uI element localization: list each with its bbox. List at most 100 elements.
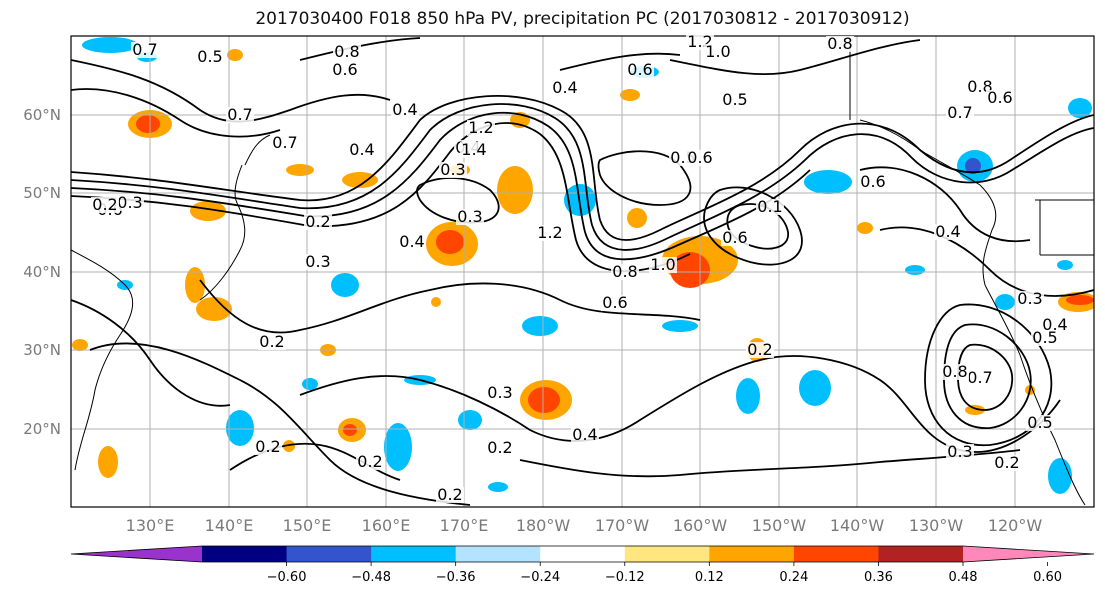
colorbar-tick-label: 0.60 bbox=[1033, 570, 1062, 585]
contour-label-bg bbox=[331, 62, 359, 78]
lon-label: 170°E bbox=[440, 516, 489, 535]
contour-label-bg bbox=[1026, 415, 1054, 431]
contour-labels: 0.70.50.80.61.21.00.80.40.40.50.60.50.70… bbox=[91, 32, 1069, 504]
latitude-labels: 60°N 50°N 40°N 30°N 20°N bbox=[23, 106, 61, 438]
contour-label-bg bbox=[721, 92, 749, 108]
contour-label: 0.6 bbox=[860, 172, 885, 191]
contour-label-bg bbox=[966, 370, 994, 386]
contour-label: 0.2 bbox=[487, 438, 512, 457]
contour-label: 0.7 bbox=[132, 40, 157, 59]
contour-label: 0.7 bbox=[967, 368, 992, 387]
contour-label: 0.4 bbox=[399, 232, 424, 251]
contour-label-bg bbox=[1016, 291, 1044, 307]
contour-label: 0.6 bbox=[987, 88, 1012, 107]
contour-label-bg bbox=[536, 225, 564, 241]
colorbar-segment bbox=[793, 546, 879, 562]
contour-label-bg bbox=[649, 257, 677, 273]
contour-label: 0.3 bbox=[305, 252, 330, 271]
contour-label-bg bbox=[467, 120, 495, 136]
contour-label-bg bbox=[226, 107, 254, 123]
colorbar-extend-high bbox=[963, 546, 1094, 562]
colorbar-tick-label: −0.48 bbox=[351, 570, 391, 585]
contour-label-bg bbox=[304, 214, 332, 230]
contour-label-bg bbox=[356, 454, 384, 470]
colorbar-segment bbox=[202, 546, 288, 562]
contour-label-bg bbox=[756, 199, 784, 215]
graticule bbox=[71, 36, 1094, 507]
contour-label: 0.1 bbox=[757, 197, 782, 216]
colorbar-segment bbox=[540, 546, 626, 562]
contour-label-bg bbox=[271, 135, 299, 151]
contour-label: 0.2 bbox=[259, 332, 284, 351]
figure-title: 2017030400 F018 850 hPa PV, precipitatio… bbox=[255, 9, 910, 29]
colorbar-extend-low bbox=[71, 546, 202, 562]
contour-label: 0.7 bbox=[272, 133, 297, 152]
contour-label: 0.3 bbox=[440, 160, 465, 179]
contour-label: 0.4 bbox=[1042, 315, 1067, 334]
contour-label-bg bbox=[746, 342, 774, 358]
colorbar-tick-label: −0.24 bbox=[520, 570, 560, 585]
contour-label: 0.8 bbox=[334, 42, 359, 61]
colorbar-outline bbox=[70, 545, 1095, 563]
colorbar-segment bbox=[455, 546, 541, 562]
contour-label-bg bbox=[486, 440, 514, 456]
contour-label: 1.0 bbox=[650, 255, 675, 274]
lon-label: 120°W bbox=[988, 516, 1043, 535]
contour-label: 0.2 bbox=[437, 485, 462, 504]
lat-label: 40°N bbox=[23, 263, 61, 281]
contour-label-bg bbox=[826, 36, 854, 52]
contour-label: 0.3 bbox=[1017, 289, 1042, 308]
colorbar-tick-label: 0.12 bbox=[695, 570, 724, 585]
contour-label: 0.2 bbox=[92, 195, 117, 214]
contour-label: 0.5 bbox=[1027, 413, 1052, 432]
lat-label: 60°N bbox=[23, 106, 61, 124]
contour-label: 0.6 bbox=[722, 228, 747, 247]
colorbar-tick-label: −0.12 bbox=[605, 570, 645, 585]
contour-label: 0.6 bbox=[687, 148, 712, 167]
contour-label: 1.4 bbox=[461, 140, 486, 159]
lon-label: 170°W bbox=[595, 516, 650, 535]
lon-label: 130°E bbox=[126, 516, 175, 535]
contour-label: 0.3 bbox=[117, 193, 142, 212]
contour-label-bg bbox=[254, 439, 282, 455]
contour-label-bg bbox=[436, 487, 464, 503]
contour-label-bg bbox=[1041, 317, 1069, 333]
colorbar-tick-label: 0.36 bbox=[864, 570, 893, 585]
contour-label-bg bbox=[551, 80, 579, 96]
contour-label: 0.3 bbox=[947, 442, 972, 461]
contour-label-bg bbox=[456, 209, 484, 225]
contour-label-bg bbox=[941, 364, 969, 380]
contour-label: 0.6 bbox=[602, 293, 627, 312]
contour-label: 0.2 bbox=[305, 212, 330, 231]
contour-label: 0.4 bbox=[392, 100, 417, 119]
contour-label: 0.5 bbox=[1032, 328, 1057, 347]
lon-label: 130°W bbox=[909, 516, 964, 535]
contour-label-bg bbox=[91, 197, 119, 213]
colorbar-tick-label: −0.36 bbox=[436, 570, 476, 585]
lon-label: 150°E bbox=[283, 516, 332, 535]
contour-label-bg bbox=[946, 105, 974, 121]
lon-label: 160°W bbox=[673, 516, 728, 535]
colorbar-segment bbox=[371, 546, 457, 562]
contour-label-bg bbox=[398, 234, 426, 250]
contour-label: 1.2 bbox=[537, 223, 562, 242]
contour-label-bg bbox=[196, 49, 224, 65]
longitude-labels: 130°E 140°E 150°E 160°E 170°E 180°W 170°… bbox=[126, 516, 1043, 535]
contour-label-bg bbox=[486, 385, 514, 401]
contour-label-bg bbox=[934, 224, 962, 240]
contour-label-bg bbox=[348, 142, 376, 158]
contour-label: 0.2 bbox=[255, 437, 280, 456]
contour-label: 0.3 bbox=[457, 207, 482, 226]
lon-label: 180°W bbox=[516, 516, 571, 535]
contour-label-bg bbox=[333, 44, 361, 60]
contour-label: 0.2 bbox=[747, 340, 772, 359]
contour-label: 0.8 bbox=[827, 34, 852, 53]
contour-label-bg bbox=[460, 142, 488, 158]
contour-label-bg bbox=[686, 150, 714, 166]
contour-label-bg bbox=[704, 44, 732, 60]
contour-label-bg bbox=[611, 264, 639, 280]
colorbar-tick-label: −0.60 bbox=[267, 570, 307, 585]
contour-label: 0.8 bbox=[612, 262, 637, 281]
contour-label-bg bbox=[946, 444, 974, 460]
contour-label-bg bbox=[993, 455, 1021, 471]
